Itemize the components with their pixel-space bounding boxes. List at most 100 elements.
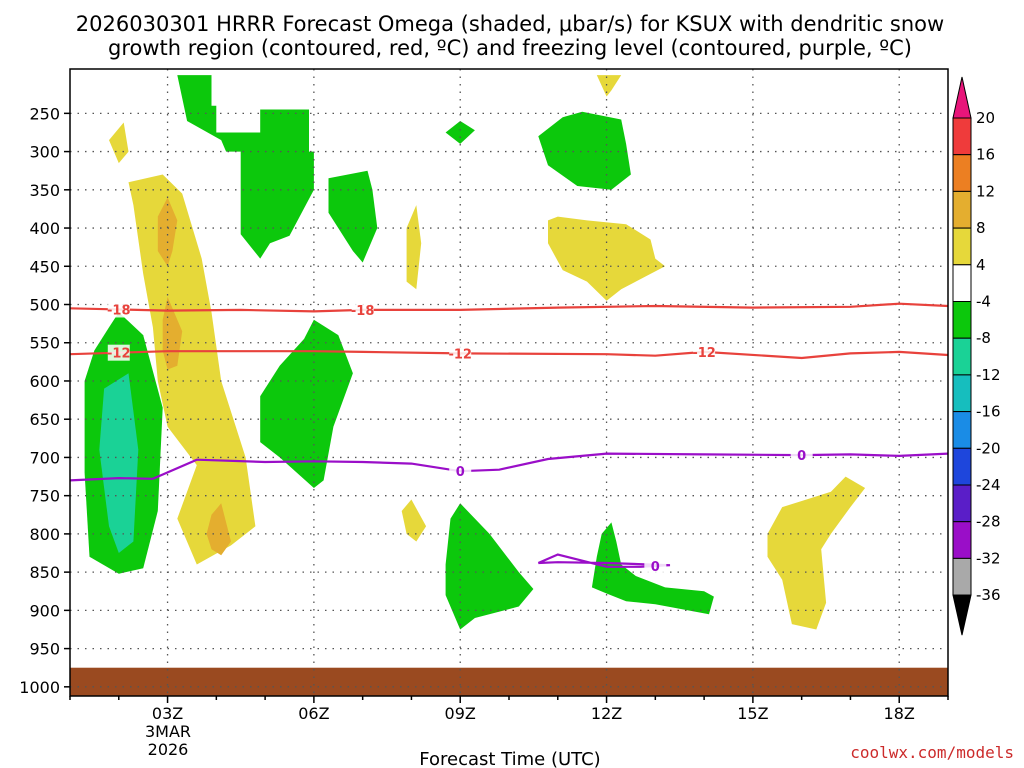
x-tick-label-12Z: 12Z [591,704,622,723]
colorbar-label--16: -16 [976,403,1001,421]
omega-region-orange-core-lower [206,503,231,556]
chart-title-line2: growth region (contoured, red, ºC) and f… [108,36,912,60]
omega-region-yellow-spot-8z-lower [401,499,427,542]
contour-label-bg [693,343,716,360]
contour-label-bg [351,301,374,318]
omega-region-teal-core-west [99,373,139,553]
colorbar-label--36: -36 [976,586,1001,604]
x-tick-label-09Z: 09Z [445,704,476,723]
omega-region-yellow-band-03z [128,174,256,565]
omega-region-orange-core-upper [157,197,178,267]
omega-region-yellow-blob-16z [767,476,866,630]
ground-below-surface [70,667,948,696]
omega-region-green-blob-06z [260,319,353,488]
y-tick-label-300: 300 [29,143,60,162]
colorbar-swatch [952,484,972,523]
y-tick-label-750: 750 [29,487,60,506]
omega-region-green-strip-7z [328,170,378,263]
temperature-contours: -18 -18 -12 -12 -12 0 0 0 [69,301,949,575]
contour-label-bg [449,345,472,362]
omega-region-green-blob-12z-lower [591,522,714,615]
y-tick-label-550: 550 [29,334,60,353]
colorbar-label--8: -8 [976,329,991,347]
contour-label--12: -12 [448,347,472,362]
contour-label-0: 0 [456,465,465,480]
y-tick-label-900: 900 [29,601,60,620]
x-date-label-day: 3MAR [145,722,191,741]
x-axis-label: Forecast Time (UTC) [419,749,600,768]
y-tick-label-650: 650 [29,410,60,429]
y-tick-label-400: 400 [29,219,60,238]
colorbar-swatch [952,227,972,266]
x-axis: 03Z 06Z 09Z 12Z 15Z 18Z [69,696,949,723]
omega-region-yellow-blob-12z [548,216,666,301]
contour-label-0: 0 [651,560,660,575]
contour-line--18 [69,302,949,313]
colorbar-swatch [952,447,972,486]
x-tick-label-15Z: 15Z [737,704,768,723]
colorbar-label--12: -12 [976,366,1001,384]
y-tick-label-700: 700 [29,448,60,467]
y-axis: 250 300 350 400 450 500 550 600 650 700 750 800 850 9… [19,104,70,697]
contour-label-bg [107,344,130,361]
omega-region-green-blob-09z-upper [445,121,475,144]
contour-label-bg [449,463,472,480]
omega-region-yellow-spot-upper [109,122,129,164]
contour-label-bg [107,301,130,318]
plot-area: -18 -18 -12 -12 -12 0 0 0 [69,68,949,697]
x-tick-label-03Z: 03Z [152,704,183,723]
y-tick-label-250: 250 [29,104,60,123]
colorbar-swatch [952,117,972,156]
colorbar-label-16: 16 [976,146,995,164]
colorbar-label--32: -32 [976,549,1001,567]
colorbar-swatch [952,190,972,229]
y-tick-label-850: 850 [29,563,60,582]
contour-label--12: -12 [692,346,716,361]
omega-region-yellow-sliver-8z [406,205,422,290]
colorbar-top-arrow [952,76,972,119]
colorbar-swatch [952,557,972,596]
colorbar-swatch [952,374,972,413]
omega-region-yellow-spot-top [596,75,622,97]
colorbar-label--4: -4 [976,293,991,311]
omega-region-green-blob-09z-lower [445,503,534,630]
contour-label--12: -12 [107,347,131,362]
contour-label-0: 0 [797,449,806,464]
omega-region-green-west-cluster [157,75,314,259]
colorbar-label-12: 12 [976,182,995,200]
y-tick-label-350: 350 [29,181,60,200]
x-tick-label-06Z: 06Z [298,704,329,723]
contour-label-bg [644,558,667,575]
contour-label--18: -18 [351,304,375,319]
colorbar-swatch [952,521,972,559]
source-credit: coolwx.com/models [850,743,1014,762]
colorbar-label-4: 4 [976,256,986,274]
contour-line--12 [69,350,949,360]
y-tick-label-800: 800 [29,525,60,544]
colorbar-label--20: -20 [976,439,1001,457]
y-tick-label-1000: 1000 [19,678,60,697]
omega-region-green-blob-11z [538,111,631,190]
y-tick-label-450: 450 [29,257,60,276]
contour-label-bg [790,447,813,464]
colorbar-swatch [952,411,972,449]
colorbar-swatch [952,154,972,192]
colorbar-swatch [952,301,972,339]
colorbar-bottom-arrow [952,594,972,636]
colorbar-label-8: 8 [976,219,986,237]
colorbar-swatch [952,264,972,302]
contour-label--18: -18 [107,303,131,318]
colorbar-label--24: -24 [976,476,1001,494]
colorbar-legend: 20 16 12 8 4 -4 -8 -12 -16 -20 -24 -28 -32 -36 [952,76,1001,636]
colorbar-label-20: 20 [976,109,995,127]
x-tick-label-18Z: 18Z [884,704,915,723]
y-tick-label-950: 950 [29,640,60,659]
x-date-label-year: 2026 [148,740,189,759]
colorbar-label--28: -28 [976,513,1001,531]
chart-title-line1: 2026030301 HRRR Forecast Omega (shaded, … [76,12,944,36]
y-tick-label-500: 500 [29,296,60,315]
colorbar-swatch [952,337,972,376]
y-tick-label-600: 600 [29,372,60,391]
omega-shading [84,75,866,630]
